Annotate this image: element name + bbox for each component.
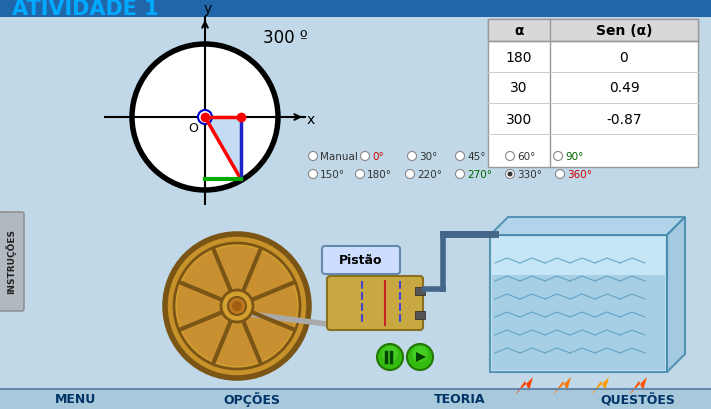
Circle shape: [456, 170, 464, 179]
FancyBboxPatch shape: [0, 213, 24, 311]
Text: Sen (α): Sen (α): [596, 24, 652, 38]
Bar: [415, 311, 425, 319]
Text: INSTRUÇÕES: INSTRUÇÕES: [6, 229, 16, 294]
Circle shape: [412, 346, 428, 362]
Text: OPÇÕES: OPÇÕES: [223, 391, 281, 407]
Circle shape: [405, 170, 415, 179]
Bar: [492, 275, 665, 370]
Polygon shape: [416, 352, 426, 362]
Bar: [490, 236, 667, 372]
Polygon shape: [629, 377, 647, 395]
Text: 90°: 90°: [565, 152, 583, 162]
Circle shape: [356, 170, 365, 179]
Text: 180: 180: [506, 50, 533, 64]
Text: 180°: 180°: [367, 170, 392, 180]
Text: 300: 300: [506, 112, 532, 126]
Circle shape: [232, 301, 242, 311]
Circle shape: [407, 344, 433, 370]
Circle shape: [508, 172, 513, 177]
Text: 45°: 45°: [467, 152, 486, 162]
Text: 270°: 270°: [467, 170, 492, 180]
Text: ATIVIDADE 1: ATIVIDADE 1: [12, 0, 159, 19]
Text: Pistão: Pistão: [339, 254, 383, 267]
Bar: [0, 0, 711, 18]
Circle shape: [360, 152, 370, 161]
Text: α: α: [514, 24, 524, 38]
Text: O: O: [188, 121, 198, 134]
Polygon shape: [490, 218, 685, 236]
Circle shape: [382, 346, 398, 362]
FancyBboxPatch shape: [327, 276, 423, 330]
Text: -0.87: -0.87: [606, 112, 642, 126]
Circle shape: [228, 297, 246, 315]
Text: MENU: MENU: [54, 393, 95, 405]
Circle shape: [309, 170, 318, 179]
Text: 0.49: 0.49: [609, 81, 639, 95]
Polygon shape: [553, 377, 571, 395]
Text: x: x: [307, 113, 315, 127]
Text: 0: 0: [619, 50, 629, 64]
Bar: [0, 389, 711, 409]
Bar: [488, 20, 698, 168]
FancyBboxPatch shape: [322, 246, 400, 274]
Text: 330°: 330°: [517, 170, 542, 180]
Circle shape: [506, 152, 515, 161]
Circle shape: [309, 152, 318, 161]
Text: 30: 30: [510, 81, 528, 95]
Text: 0°: 0°: [372, 152, 384, 162]
Text: TEORIA: TEORIA: [434, 393, 486, 405]
Polygon shape: [667, 218, 685, 372]
Bar: [488, 20, 698, 42]
Circle shape: [555, 170, 565, 179]
Circle shape: [133, 46, 277, 189]
Circle shape: [177, 246, 297, 366]
Circle shape: [174, 243, 300, 369]
Bar: [415, 287, 425, 295]
Text: Manual: Manual: [320, 152, 358, 162]
Circle shape: [221, 290, 253, 322]
Circle shape: [407, 152, 417, 161]
Circle shape: [456, 152, 464, 161]
Polygon shape: [205, 118, 241, 180]
Polygon shape: [515, 377, 533, 395]
Text: QUESTÕES: QUESTÕES: [601, 392, 675, 406]
Circle shape: [377, 344, 403, 370]
Circle shape: [165, 234, 309, 378]
Text: 60°: 60°: [517, 152, 535, 162]
Circle shape: [506, 170, 515, 179]
Text: 300 º: 300 º: [262, 29, 307, 47]
Text: 220°: 220°: [417, 170, 442, 180]
Circle shape: [198, 111, 212, 125]
Circle shape: [131, 44, 279, 191]
Polygon shape: [591, 377, 609, 395]
Text: y: y: [204, 2, 212, 16]
Text: 150°: 150°: [320, 170, 345, 180]
Text: 30°: 30°: [419, 152, 437, 162]
Text: 360°: 360°: [567, 170, 592, 180]
Circle shape: [553, 152, 562, 161]
